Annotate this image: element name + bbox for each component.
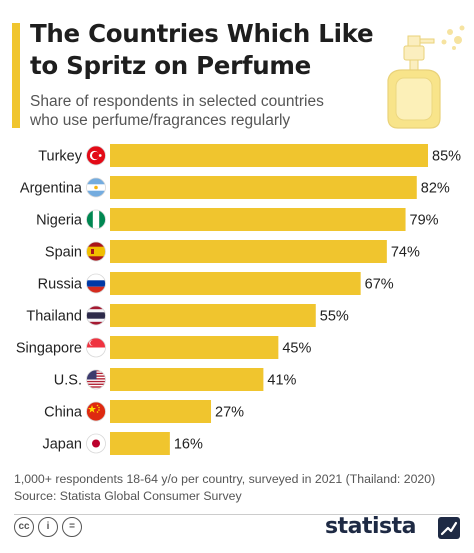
- singapore-flag-icon: [86, 337, 106, 358]
- category-label: Spain: [45, 245, 82, 261]
- category-label: Argentina: [20, 181, 83, 197]
- bar: [110, 336, 279, 359]
- value-label: 41%: [267, 373, 296, 389]
- bar-chart: Turkey 85% Argentina 82% Nigeria 79% Spain 74% R…: [16, 144, 461, 455]
- page-title: The Countries Which Like to Spritz on Pe…: [30, 18, 390, 82]
- subtitle-line-2: who use perfume/fragrances regularly: [30, 112, 291, 129]
- value-label: 67%: [365, 277, 394, 293]
- bar: [110, 368, 264, 391]
- nigeria-flag-icon: [86, 209, 106, 230]
- accent-bar: [12, 23, 20, 128]
- category-label: Turkey: [38, 149, 83, 165]
- value-label: 27%: [215, 405, 244, 421]
- cc-icon[interactable]: cc: [14, 517, 34, 537]
- license-icons: cc i =: [14, 517, 82, 537]
- category-label: Nigeria: [36, 213, 83, 229]
- footer-divider: [14, 514, 460, 515]
- russia-flag-icon: [86, 273, 106, 294]
- japan-flag-icon: [86, 433, 106, 454]
- perfume-bottle-icon: [387, 25, 465, 129]
- category-label: Singapore: [16, 341, 82, 357]
- value-label: 85%: [432, 149, 461, 165]
- category-label: U.S.: [54, 373, 82, 389]
- bar: [110, 240, 387, 263]
- bar: [110, 144, 428, 167]
- value-label: 74%: [391, 245, 420, 261]
- statista-mark-icon: [438, 517, 460, 539]
- china-flag-icon: [86, 401, 106, 422]
- bar: [110, 432, 170, 455]
- category-label: Russia: [38, 277, 83, 293]
- subtitle-line-1: Share of respondents in selected countri…: [30, 93, 324, 110]
- bar: [110, 208, 406, 231]
- thailand-flag-icon: [86, 305, 106, 326]
- value-label: 79%: [410, 213, 439, 229]
- bar: [110, 304, 316, 327]
- spain-flag-icon: [86, 241, 106, 262]
- category-label: Thailand: [26, 309, 82, 325]
- argentina-flag-icon: [86, 177, 106, 198]
- value-label: 82%: [421, 181, 450, 197]
- chart-rows: Turkey 85% Argentina 82% Nigeria 79% Spain 74% R…: [16, 144, 461, 455]
- statista-logo[interactable]: statista: [325, 514, 416, 539]
- bar: [110, 176, 417, 199]
- source-notes: 1,000+ respondents 18-64 y/o per country…: [14, 471, 464, 505]
- no-derivatives-icon[interactable]: =: [62, 517, 82, 537]
- survey-note: 1,000+ respondents 18-64 y/o per country…: [14, 472, 436, 486]
- title-line-2: to Spritz on Perfume: [30, 51, 311, 80]
- source-note: Source: Statista Global Consumer Survey: [14, 489, 242, 503]
- value-label: 45%: [282, 341, 311, 357]
- bar: [110, 272, 361, 295]
- turkey-flag-icon: [86, 145, 106, 166]
- bar: [110, 400, 212, 423]
- value-label: 16%: [174, 437, 203, 453]
- attribution-icon[interactable]: i: [38, 517, 58, 537]
- value-label: 55%: [320, 309, 349, 325]
- title-line-1: The Countries Which Like: [30, 19, 374, 48]
- subtitle: Share of respondents in selected countri…: [30, 92, 390, 130]
- category-label: China: [44, 405, 83, 421]
- category-label: Japan: [42, 437, 82, 453]
- us-flag-icon: [86, 369, 106, 390]
